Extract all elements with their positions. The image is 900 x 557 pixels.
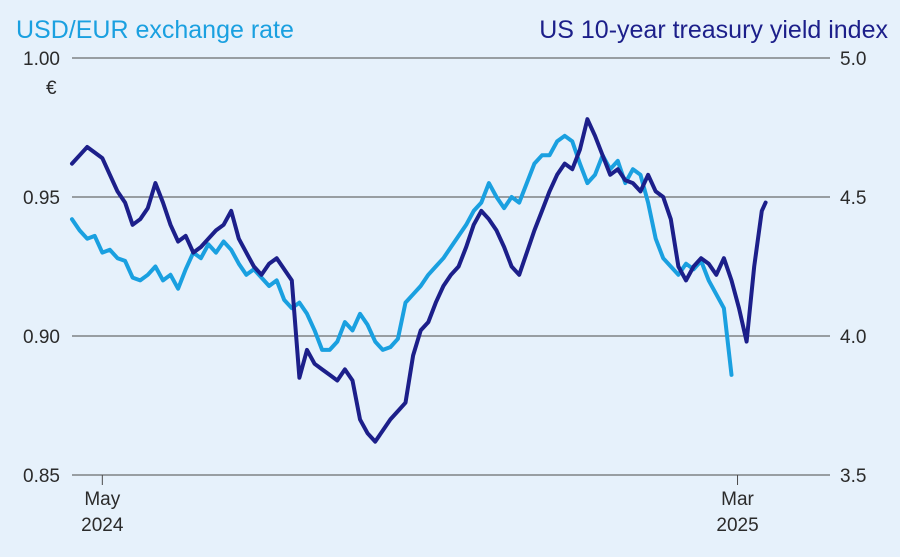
treasury-yield-line: [70, 117, 768, 444]
left-tick-label: 0.85: [23, 466, 60, 487]
right-tick-label: 4.5: [840, 188, 866, 209]
left-axis-ticks: 1.00 0.95 0.90 0.85: [23, 49, 60, 487]
left-axis-title: USD/EUR exchange rate: [16, 16, 294, 44]
right-tick-label: 3.5: [840, 466, 866, 487]
right-tick-label: 5.0: [840, 49, 866, 70]
left-tick-label: 0.90: [23, 327, 60, 348]
x-tick-year: 2024: [81, 515, 124, 536]
x-tick-year: 2025: [716, 515, 758, 536]
gridlines: [72, 57, 830, 476]
right-axis-ticks: 5.0 4.5 4.0 3.5: [840, 49, 866, 487]
left-tick-label: 0.95: [23, 188, 60, 209]
series-lines: [70, 117, 768, 444]
right-tick-label: 4.0: [840, 327, 866, 348]
x-tick-month: Mar: [721, 489, 754, 510]
x-tick-month: May: [84, 489, 120, 510]
left-axis-unit: €: [46, 78, 57, 99]
right-axis-title: US 10-year treasury yield index: [539, 16, 888, 44]
x-axis-labels: May 2024 Mar 2025: [81, 475, 759, 536]
left-tick-label: 1.00: [23, 49, 60, 70]
